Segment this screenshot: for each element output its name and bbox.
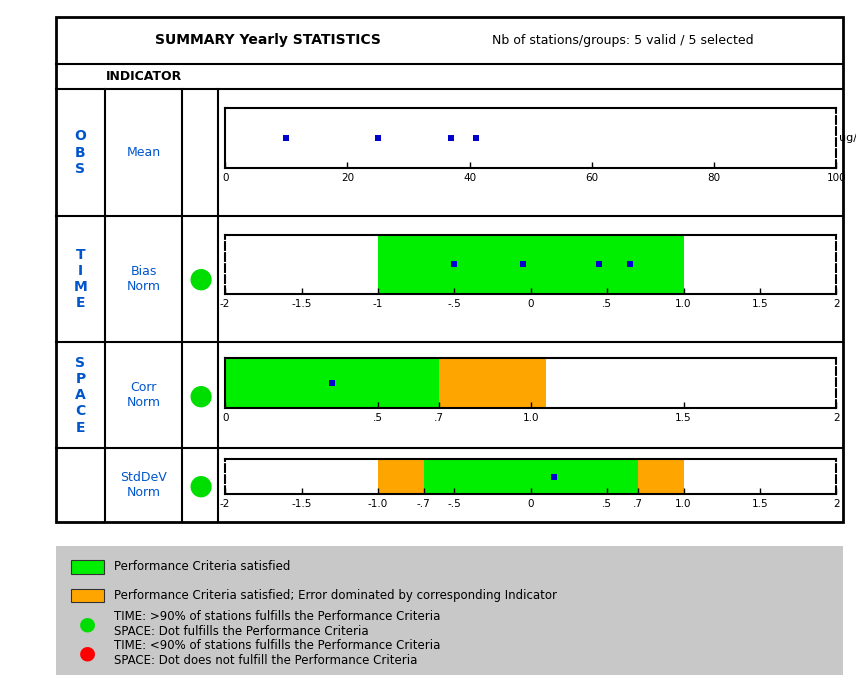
Text: ●: ● (188, 381, 212, 409)
Text: ug/m3: ug/m3 (839, 133, 856, 143)
Bar (378, 235, 683, 294)
Text: Performance Criteria satisfied; Error dominated by corresponding Indicator: Performance Criteria satisfied; Error do… (114, 589, 557, 602)
Text: S
P
A
C
E: S P A C E (75, 356, 86, 434)
Text: ●: ● (79, 615, 96, 634)
Text: ●: ● (188, 265, 212, 293)
Bar (225, 358, 439, 408)
Text: Bias
Norm: Bias Norm (127, 265, 161, 293)
Bar (439, 358, 546, 408)
Text: TIME: >90% of stations fulfills the Performance Criteria
SPACE: Dot fulfills the: TIME: >90% of stations fulfills the Perf… (114, 611, 440, 638)
Text: SUMMARY Yearly STATISTICS: SUMMARY Yearly STATISTICS (155, 33, 381, 47)
Bar (638, 459, 683, 494)
Text: Nb of stations/groups: 5 valid / 5 selected: Nb of stations/groups: 5 valid / 5 selec… (492, 33, 753, 47)
Text: StdDeV
Norm: StdDeV Norm (121, 471, 167, 499)
Text: T
I
M
E: T I M E (74, 248, 87, 310)
Text: Corr
Norm: Corr Norm (127, 381, 161, 409)
Text: ●: ● (188, 471, 212, 499)
Bar (424, 459, 638, 494)
Text: Mean: Mean (127, 146, 161, 159)
Text: Performance Criteria satisfied: Performance Criteria satisfied (114, 560, 290, 574)
Text: O
B
S: O B S (74, 130, 86, 176)
Text: TIME: <90% of stations fulfills the Performance Criteria
SPACE: Dot does not ful: TIME: <90% of stations fulfills the Perf… (114, 639, 440, 667)
Text: ●: ● (79, 643, 96, 663)
Bar (378, 459, 424, 494)
Text: INDICATOR: INDICATOR (105, 70, 182, 83)
